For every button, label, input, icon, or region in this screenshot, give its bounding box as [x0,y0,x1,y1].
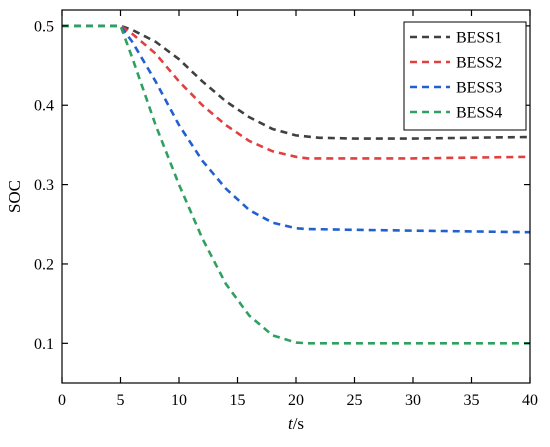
x-tick-label: 10 [171,392,187,409]
x-tick-label: 30 [405,392,421,409]
x-tick-label: 15 [230,392,246,409]
legend-label-bess4: BESS4 [456,105,502,122]
legend: BESS1 BESS2 BESS3 BESS4 [403,21,527,131]
ticks-layer: 0 5 10 15 20 25 30 35 40 0.1 0.2 0.3 0.4 0.5 [34,10,538,409]
series-line-bess1 [62,24,531,140]
series-line-bess3 [62,24,531,234]
legend-label-bess3: BESS3 [456,80,502,97]
x-tick-label: 5 [117,392,125,409]
x-tick-label: 25 [347,392,363,409]
y-tick-label: 0.3 [34,177,54,194]
y-tick-label: 0.5 [34,18,54,35]
x-tick-label: 40 [522,392,538,409]
legend-label-bess1: BESS1 [456,30,502,47]
y-tick-label: 0.4 [34,98,54,115]
x-axis-label-unit: /s [293,414,304,433]
y-tick-label: 0.1 [34,336,54,353]
y-tick-label: 0.2 [34,256,54,273]
x-axis-label-italic: t [288,414,294,433]
legend-label-bess2: BESS2 [456,55,502,72]
series-line-bess2 [62,24,531,160]
x-tick-label: 0 [58,392,66,409]
x-tick-label: 20 [288,392,304,409]
series-line-bess4 [62,24,530,345]
x-axis-label: t/s [288,414,304,433]
y-axis-label: SOC [5,180,24,213]
x-tick-label: 35 [464,392,480,409]
series-layer [62,24,531,345]
